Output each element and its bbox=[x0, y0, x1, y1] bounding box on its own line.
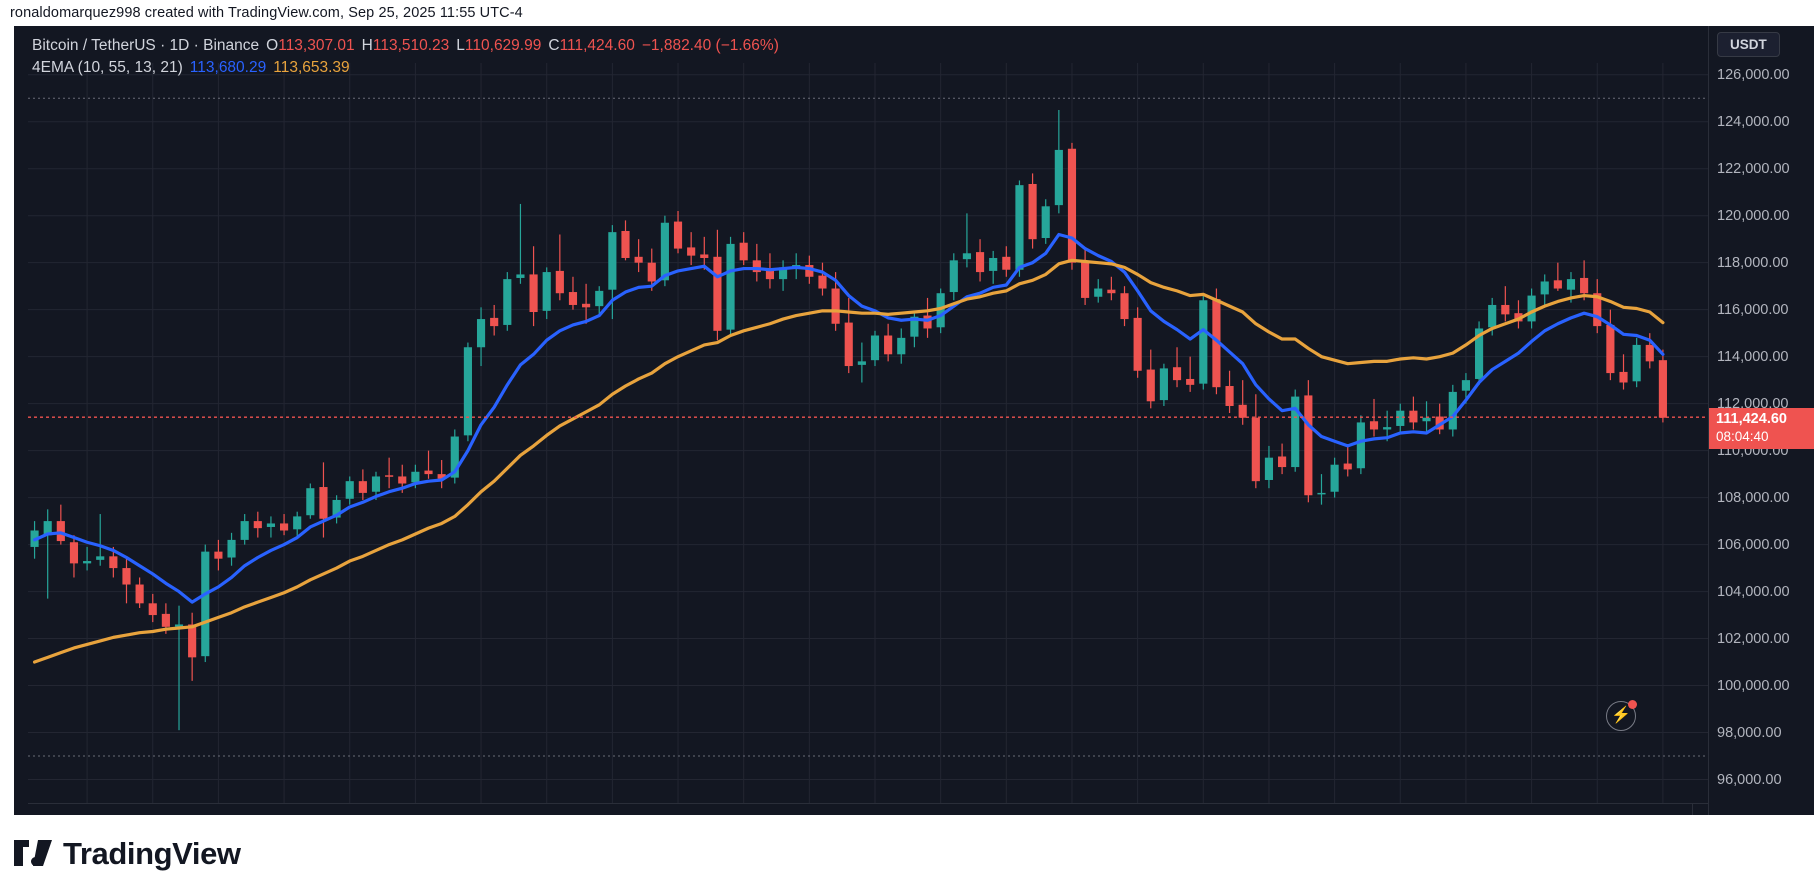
price-tick: 106,000.00 bbox=[1717, 536, 1790, 553]
price-tick: 122,000.00 bbox=[1717, 160, 1790, 177]
current-price-value: 111,424.60 bbox=[1716, 411, 1787, 428]
notification-dot bbox=[1628, 700, 1637, 709]
tradingview-logo[interactable]: TradingView bbox=[14, 838, 241, 869]
price-tick: 118,000.00 bbox=[1717, 254, 1789, 271]
symbol-title[interactable]: Bitcoin / TetherUS · 1D · Binance bbox=[32, 37, 260, 54]
price-tick: 126,000.00 bbox=[1717, 66, 1790, 83]
price-tick: 124,000.00 bbox=[1717, 113, 1790, 130]
price-tick: 102,000.00 bbox=[1717, 630, 1790, 647]
chart-pane[interactable]: Bitcoin / TetherUS · 1D · Binance O113,30… bbox=[14, 26, 1722, 841]
footer: TradingView bbox=[0, 815, 1814, 891]
high-label: H bbox=[361, 37, 373, 54]
bar-countdown: 08:04:40 bbox=[1716, 429, 1769, 445]
current-price-badge: 111,424.60 08:04:40 bbox=[1709, 408, 1814, 450]
low-value: 110,629.99 bbox=[464, 37, 542, 54]
lightning-ring bbox=[1606, 701, 1636, 731]
currency-badge[interactable]: USDT bbox=[1717, 32, 1780, 57]
open-value: 113,307.01 bbox=[278, 37, 355, 54]
attribution-bar: ronaldomarquez998 created with TradingVi… bbox=[0, 0, 1814, 26]
chart-shell: Bitcoin / TetherUS · 1D · Binance O113,30… bbox=[0, 26, 1814, 841]
lightning-alert-icon[interactable]: ⚡ bbox=[1606, 700, 1637, 731]
price-tick: 116,000.00 bbox=[1717, 301, 1789, 318]
close-value: 111,424.60 bbox=[559, 37, 635, 54]
legend-ohlc-row: Bitcoin / TetherUS · 1D · Binance O113,30… bbox=[32, 35, 779, 57]
chart-plot-area[interactable] bbox=[28, 63, 1722, 803]
change-value: −1,882.40 (−1.66%) bbox=[641, 37, 779, 54]
price-tick: 100,000.00 bbox=[1717, 677, 1790, 694]
candlestick-canvas bbox=[28, 63, 1722, 803]
close-label: C bbox=[548, 37, 560, 54]
price-tick: 114,000.00 bbox=[1717, 348, 1789, 365]
price-tick: 120,000.00 bbox=[1717, 207, 1790, 224]
tradingview-mark-icon bbox=[14, 840, 52, 866]
price-tick: 98,000.00 bbox=[1717, 724, 1782, 741]
open-label: O bbox=[266, 37, 279, 54]
price-tick: 104,000.00 bbox=[1717, 583, 1790, 600]
high-value: 113,510.23 bbox=[372, 37, 450, 54]
tradingview-wordmark: TradingView bbox=[63, 835, 241, 871]
lightning-bolt-glyph: ⚡ bbox=[1611, 707, 1631, 724]
left-gutter bbox=[0, 26, 14, 815]
low-label: L bbox=[456, 37, 465, 54]
price-tick: 112,000.00 bbox=[1717, 395, 1789, 412]
price-scale[interactable]: USDT 126,000.00 124,000.00 122,000.00 120,0… bbox=[1708, 26, 1814, 815]
price-tick: 96,000.00 bbox=[1717, 771, 1782, 788]
price-tick: 108,000.00 bbox=[1717, 489, 1790, 506]
